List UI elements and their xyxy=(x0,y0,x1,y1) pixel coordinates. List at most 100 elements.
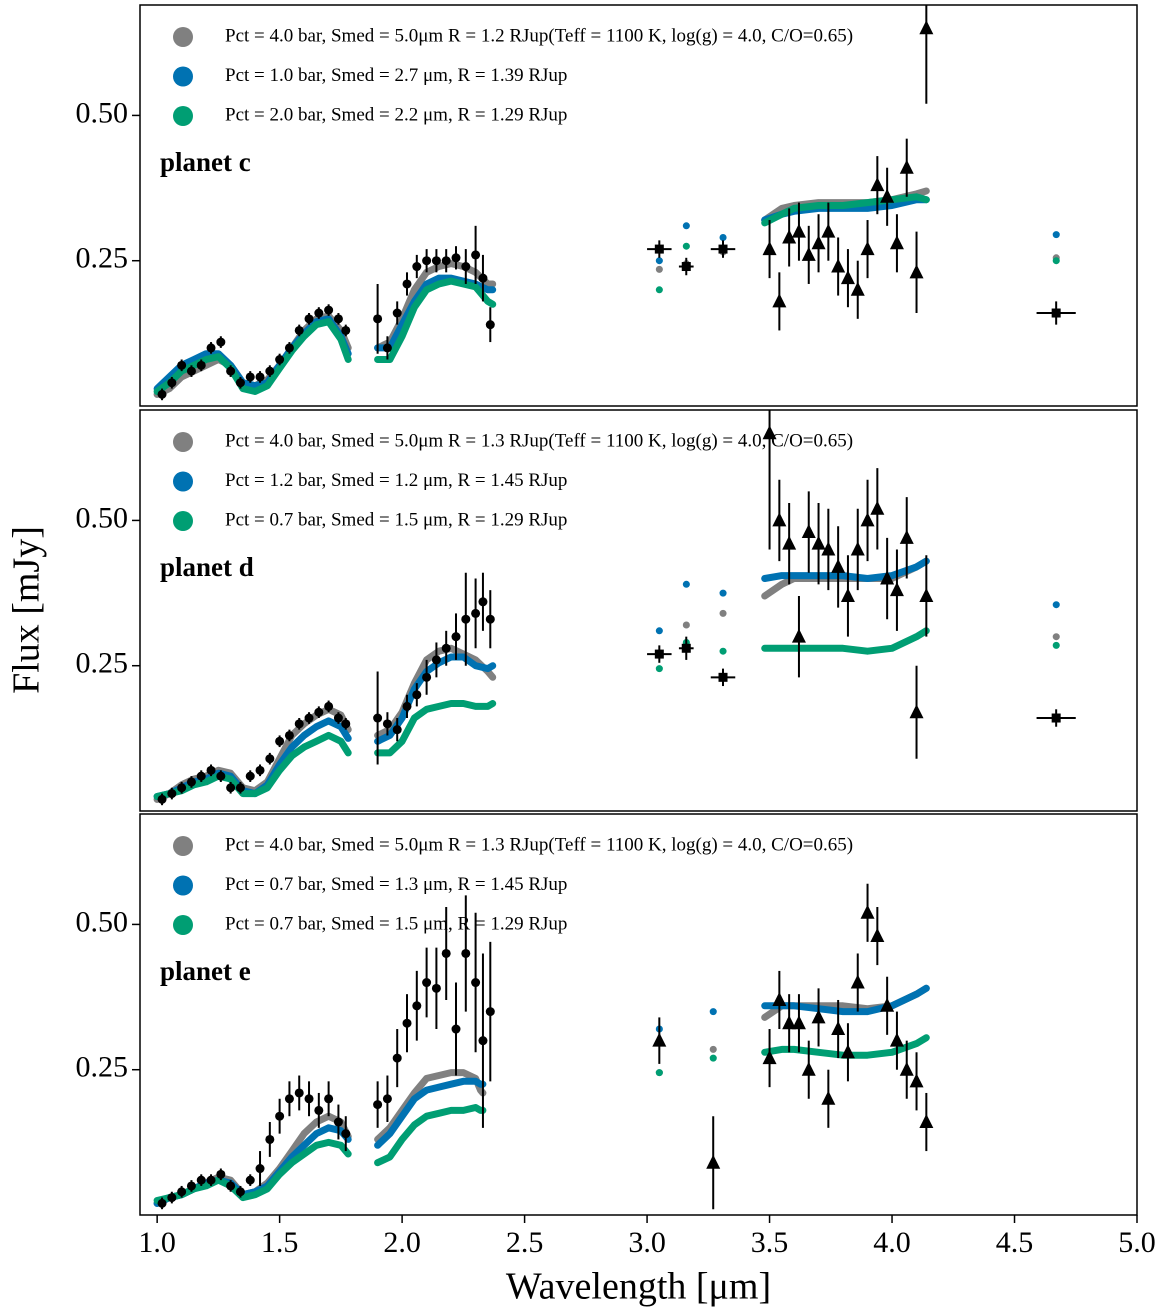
data-point xyxy=(772,512,787,527)
data-point xyxy=(373,713,383,723)
data-point xyxy=(919,587,934,602)
data-point xyxy=(840,1044,855,1059)
data-point xyxy=(245,1175,255,1185)
data-point xyxy=(461,948,471,958)
data-point xyxy=(341,719,351,729)
data-point xyxy=(919,1114,934,1129)
data-point xyxy=(196,771,206,781)
data-point xyxy=(333,1117,343,1127)
data-point xyxy=(441,256,451,266)
data-point xyxy=(880,997,895,1012)
data-point xyxy=(471,978,481,988)
data-point xyxy=(654,649,664,659)
panel xyxy=(153,883,934,1210)
data-point xyxy=(167,378,177,388)
data-point xyxy=(157,1198,167,1208)
data-point xyxy=(821,1090,836,1105)
legend-marker xyxy=(173,875,193,896)
x-tick-label: 2.0 xyxy=(383,1226,421,1259)
y-axis-label: Flux [mJy] xyxy=(6,526,48,694)
data-point xyxy=(478,273,488,283)
data-point xyxy=(681,262,691,272)
frame xyxy=(139,409,1138,812)
legend-marker xyxy=(173,915,193,935)
legend-label: Pct = 0.7 bar, Smed = 1.5 μm, R = 1.29 R… xyxy=(225,509,567,530)
legend-label: Pct = 4.0 bar, Smed = 5.0μm R = 1.2 RJup… xyxy=(225,25,853,46)
model-line xyxy=(153,984,930,1207)
data-point xyxy=(451,1024,461,1034)
data-point xyxy=(909,704,924,719)
data-point xyxy=(177,783,187,793)
data-point xyxy=(402,279,412,289)
data-point xyxy=(860,241,875,256)
legend-marker xyxy=(173,511,193,531)
data-point xyxy=(333,713,343,723)
data-point xyxy=(216,337,226,347)
data-point xyxy=(245,771,255,781)
data-point xyxy=(461,614,471,624)
data-point xyxy=(782,1015,797,1030)
data-point xyxy=(1051,713,1061,723)
data-point xyxy=(206,343,216,353)
data-point xyxy=(451,253,461,263)
data-point xyxy=(382,343,392,353)
data-point xyxy=(718,244,728,254)
data-point xyxy=(478,597,488,607)
data-point xyxy=(294,1088,304,1098)
legend-label: Pct = 4.0 bar, Smed = 5.0μm R = 1.3 RJup… xyxy=(225,834,853,855)
legend-label: Pct = 0.7 bar, Smed = 1.3 μm, R = 1.45 R… xyxy=(225,874,567,895)
data-point xyxy=(294,325,304,335)
legend-marker xyxy=(173,106,193,126)
data-point xyxy=(333,314,343,324)
data-point xyxy=(831,1021,846,1036)
data-point xyxy=(412,1001,422,1011)
y-tick-label: 0.25 xyxy=(76,647,129,680)
legend-marker xyxy=(173,432,193,452)
data-point xyxy=(255,1164,265,1174)
data-point xyxy=(860,512,875,527)
data-point xyxy=(431,655,441,665)
legend-label: Pct = 2.0 bar, Smed = 2.2 μm, R = 1.29 R… xyxy=(225,104,567,125)
data-point xyxy=(314,1105,324,1115)
y-tick-label: 0.50 xyxy=(76,96,129,129)
data-point xyxy=(762,241,777,256)
data-point xyxy=(461,262,471,272)
data-point xyxy=(422,672,432,682)
data-point xyxy=(245,372,255,382)
data-point xyxy=(1051,308,1061,318)
data-point xyxy=(255,765,265,775)
x-tick-label: 4.0 xyxy=(873,1226,911,1259)
data-point xyxy=(216,1169,226,1179)
data-point xyxy=(706,1154,721,1169)
data-point xyxy=(654,244,664,254)
data-point xyxy=(870,928,885,943)
data-point xyxy=(889,235,904,250)
data-point xyxy=(382,1094,392,1104)
data-point xyxy=(431,983,441,993)
data-point xyxy=(801,524,816,539)
data-point xyxy=(485,614,495,624)
legend-marker xyxy=(173,27,193,47)
data-point xyxy=(899,529,914,544)
data-point xyxy=(402,701,412,711)
data-point xyxy=(831,258,846,273)
data-point xyxy=(485,320,495,330)
data-point xyxy=(840,587,855,602)
data-point xyxy=(471,250,481,260)
legend-marker xyxy=(173,66,193,87)
data-point xyxy=(762,425,777,440)
data-point xyxy=(235,783,245,793)
data-point xyxy=(373,314,383,324)
x-tick-label: 5.0 xyxy=(1118,1226,1156,1259)
data-point xyxy=(235,1187,245,1197)
data-point xyxy=(441,643,451,653)
data-point xyxy=(304,314,314,324)
data-point xyxy=(791,1015,806,1030)
x-tick-label: 1.0 xyxy=(138,1226,176,1259)
frame xyxy=(139,813,1138,1216)
data-point xyxy=(324,1094,334,1104)
data-point xyxy=(265,754,275,764)
data-point xyxy=(324,305,334,315)
data-point xyxy=(341,1129,351,1139)
model-line xyxy=(153,557,1060,803)
